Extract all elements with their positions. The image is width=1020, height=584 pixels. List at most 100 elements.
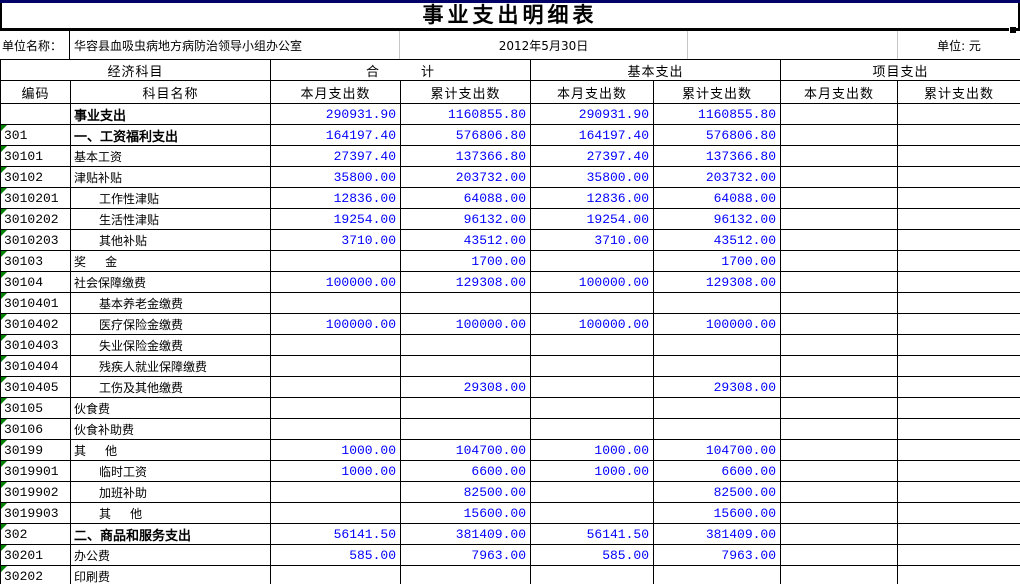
unit-name-label[interactable]: 单位名称： [0, 31, 70, 59]
total-cumulative-value-cell[interactable] [400, 565, 532, 584]
total-month-value-cell[interactable]: 100000.00 [270, 271, 402, 293]
code-cell[interactable]: 3010202 [0, 208, 71, 230]
basic-month-value-cell[interactable] [530, 502, 655, 524]
selection-fill-handle[interactable] [1009, 26, 1016, 33]
header-project-month[interactable]: 本月支出数 [780, 80, 899, 104]
total-cumulative-value-cell[interactable]: 6600.00 [400, 460, 532, 482]
total-month-value-cell[interactable]: 164197.40 [270, 124, 402, 146]
basic-month-value-cell[interactable]: 100000.00 [530, 313, 655, 335]
code-cell[interactable]: 3010201 [0, 187, 71, 209]
subject-name-cell[interactable]: 其 他 [69, 502, 272, 524]
project-month-value-cell[interactable] [780, 229, 899, 251]
subject-name-cell[interactable]: 伙食补助费 [69, 418, 272, 440]
header-economic-subject[interactable]: 经济科目 [0, 59, 272, 81]
basic-month-value-cell[interactable]: 19254.00 [530, 208, 655, 230]
code-cell[interactable]: 3010203 [0, 229, 71, 251]
total-month-value-cell[interactable] [270, 292, 402, 314]
total-cumulative-value-cell[interactable] [400, 334, 532, 356]
unit-name-value[interactable]: 华容县血吸虫病地方病防治领导小组办公室 [70, 31, 400, 59]
project-month-value-cell[interactable] [780, 166, 899, 188]
basic-cumulative-value-cell[interactable] [653, 292, 782, 314]
code-cell[interactable]: 3010405 [0, 376, 71, 398]
project-cumulative-value-cell[interactable] [897, 481, 1020, 503]
total-month-value-cell[interactable]: 585.00 [270, 544, 402, 566]
code-cell[interactable]: 301 [0, 124, 71, 146]
total-cumulative-value-cell[interactable] [400, 397, 532, 419]
code-cell[interactable]: 30202 [0, 565, 71, 584]
project-cumulative-value-cell[interactable] [897, 439, 1020, 461]
info-empty-cell[interactable] [688, 31, 898, 59]
header-basic-expenditure[interactable]: 基本支出 [530, 59, 782, 81]
subject-name-cell[interactable]: 其他补贴 [69, 229, 272, 251]
subject-name-cell[interactable]: 失业保险金缴费 [69, 334, 272, 356]
project-month-value-cell[interactable] [780, 523, 899, 545]
code-cell[interactable]: 30102 [0, 166, 71, 188]
total-cumulative-value-cell[interactable]: 129308.00 [400, 271, 532, 293]
basic-cumulative-value-cell[interactable]: 15600.00 [653, 502, 782, 524]
subject-name-cell[interactable]: 奖 金 [69, 250, 272, 272]
subject-name-cell[interactable]: 基本养老金缴费 [69, 292, 272, 314]
project-month-value-cell[interactable] [780, 565, 899, 584]
project-month-value-cell[interactable] [780, 502, 899, 524]
total-month-value-cell[interactable]: 1000.00 [270, 439, 402, 461]
basic-cumulative-value-cell[interactable]: 1700.00 [653, 250, 782, 272]
total-cumulative-value-cell[interactable]: 43512.00 [400, 229, 532, 251]
report-date[interactable]: 2012年5月30日 [400, 31, 688, 59]
total-month-value-cell[interactable] [270, 418, 402, 440]
total-month-value-cell[interactable] [270, 334, 402, 356]
code-cell[interactable]: 30201 [0, 544, 71, 566]
total-month-value-cell[interactable] [270, 355, 402, 377]
basic-month-value-cell[interactable] [530, 481, 655, 503]
total-cumulative-value-cell[interactable] [400, 292, 532, 314]
project-cumulative-value-cell[interactable] [897, 271, 1020, 293]
basic-month-value-cell[interactable] [530, 334, 655, 356]
code-cell[interactable]: 30103 [0, 250, 71, 272]
basic-month-value-cell[interactable] [530, 418, 655, 440]
basic-month-value-cell[interactable]: 56141.50 [530, 523, 655, 545]
code-cell[interactable]: 3010403 [0, 334, 71, 356]
total-cumulative-value-cell[interactable]: 137366.80 [400, 145, 532, 167]
project-cumulative-value-cell[interactable] [897, 355, 1020, 377]
subject-name-cell[interactable]: 基本工资 [69, 145, 272, 167]
basic-month-value-cell[interactable]: 1000.00 [530, 460, 655, 482]
total-cumulative-value-cell[interactable] [400, 355, 532, 377]
project-month-value-cell[interactable] [780, 460, 899, 482]
project-month-value-cell[interactable] [780, 355, 899, 377]
project-cumulative-value-cell[interactable] [897, 229, 1020, 251]
project-cumulative-value-cell[interactable] [897, 460, 1020, 482]
total-cumulative-value-cell[interactable]: 82500.00 [400, 481, 532, 503]
basic-month-value-cell[interactable] [530, 397, 655, 419]
project-cumulative-value-cell[interactable] [897, 103, 1020, 125]
code-cell[interactable]: 3010404 [0, 355, 71, 377]
basic-cumulative-value-cell[interactable]: 129308.00 [653, 271, 782, 293]
basic-cumulative-value-cell[interactable]: 29308.00 [653, 376, 782, 398]
code-cell[interactable]: 3019902 [0, 481, 71, 503]
header-total[interactable]: 合 计 [270, 59, 532, 81]
subject-name-cell[interactable]: 生活性津贴 [69, 208, 272, 230]
currency-unit-label[interactable]: 单位: 元 [937, 38, 981, 53]
subject-name-cell[interactable]: 办公费 [69, 544, 272, 566]
basic-month-value-cell[interactable] [530, 376, 655, 398]
project-cumulative-value-cell[interactable] [897, 124, 1020, 146]
total-cumulative-value-cell[interactable]: 576806.80 [400, 124, 532, 146]
basic-cumulative-value-cell[interactable]: 82500.00 [653, 481, 782, 503]
total-cumulative-value-cell[interactable]: 96132.00 [400, 208, 532, 230]
subject-name-cell[interactable]: 津贴补贴 [69, 166, 272, 188]
header-subject-name[interactable]: 科目名称 [69, 80, 272, 104]
project-cumulative-value-cell[interactable] [897, 292, 1020, 314]
subject-name-cell[interactable]: 社会保障缴费 [69, 271, 272, 293]
basic-cumulative-value-cell[interactable] [653, 355, 782, 377]
project-cumulative-value-cell[interactable] [897, 502, 1020, 524]
project-cumulative-value-cell[interactable] [897, 334, 1020, 356]
basic-month-value-cell[interactable]: 290931.90 [530, 103, 655, 125]
code-cell[interactable]: 30106 [0, 418, 71, 440]
project-cumulative-value-cell[interactable] [897, 418, 1020, 440]
total-month-value-cell[interactable]: 35800.00 [270, 166, 402, 188]
total-cumulative-value-cell[interactable]: 104700.00 [400, 439, 532, 461]
basic-month-value-cell[interactable]: 1000.00 [530, 439, 655, 461]
code-cell[interactable]: 3010402 [0, 313, 71, 335]
basic-month-value-cell[interactable] [530, 355, 655, 377]
project-cumulative-value-cell[interactable] [897, 187, 1020, 209]
project-month-value-cell[interactable] [780, 376, 899, 398]
total-month-value-cell[interactable]: 100000.00 [270, 313, 402, 335]
